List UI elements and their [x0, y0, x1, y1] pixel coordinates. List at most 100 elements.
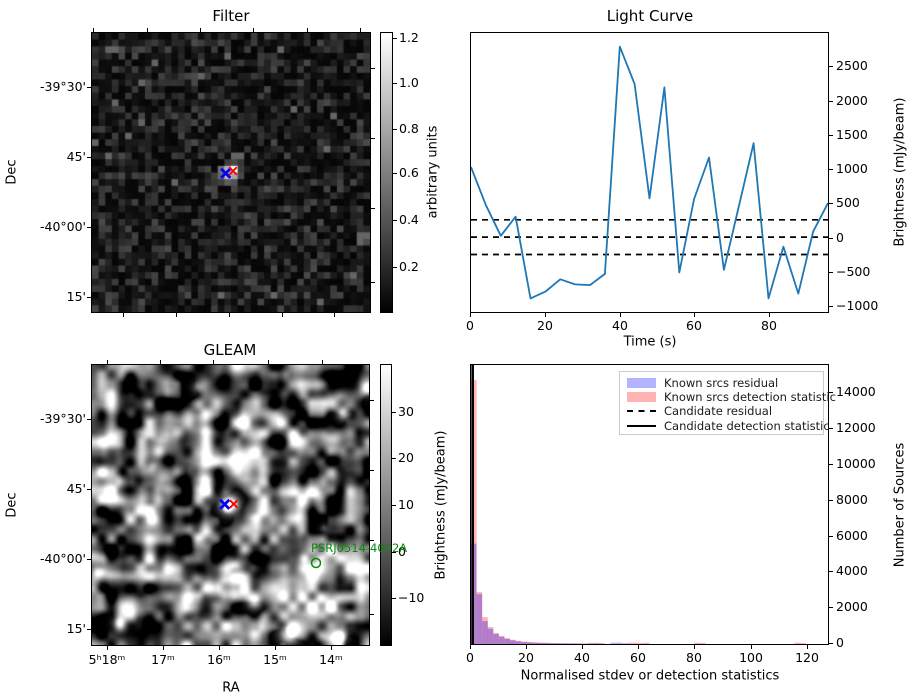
tick-label: 0 [398, 544, 406, 559]
histogram-bar [554, 643, 561, 644]
tick-mark [123, 313, 124, 317]
filter-colorbar [380, 32, 393, 313]
gleam-marker-overlay [219, 498, 239, 510]
tick-mark [393, 83, 397, 84]
tick-mark [87, 559, 91, 560]
histogram-bar [532, 642, 538, 644]
histogram-bar [588, 643, 594, 644]
tick-mark [334, 313, 335, 317]
lightcurve-plot [471, 45, 828, 300]
histogram-bar [549, 642, 555, 644]
legend-label: Candidate detection statistic [664, 418, 830, 433]
tick-mark [829, 643, 833, 644]
tick-mark [829, 203, 833, 204]
histogram-bar [504, 638, 511, 644]
histogram-bar [487, 628, 494, 644]
tick-mark [807, 645, 808, 649]
tick-mark [371, 138, 375, 139]
lightcurve-time-axis-label: Time (s) [623, 334, 677, 350]
histogram-bar [627, 642, 633, 644]
histogram-bar [800, 642, 806, 644]
histogram-bar [643, 642, 650, 644]
histogram-bar [482, 621, 488, 644]
tick-mark [229, 313, 230, 317]
tick-mark [393, 38, 397, 39]
tick-mark [393, 220, 397, 221]
histogram-bar [476, 592, 483, 644]
tick-label: 500 [836, 195, 860, 210]
tick-mark [392, 458, 396, 459]
tick-mark [307, 28, 308, 32]
histogram-bar [510, 639, 516, 644]
legend-label: Known srcs residual [664, 376, 779, 391]
tick-mark [829, 169, 833, 170]
tick-mark [829, 500, 833, 501]
lightcurve-title: Light Curve [606, 7, 694, 25]
tick-label: -39°30' [39, 79, 86, 94]
filter-image-panel [91, 32, 371, 313]
tick-mark [370, 614, 374, 615]
tick-label: −1000 [836, 298, 879, 313]
gleam-colorbar-gradient [381, 365, 391, 645]
tick-label: 6000 [836, 528, 868, 543]
tick-label: 0 [836, 635, 844, 650]
tick-mark [392, 505, 396, 506]
histogram-bar [537, 642, 544, 644]
tick-mark [160, 360, 161, 364]
tick-mark [829, 571, 833, 572]
tick-mark [370, 540, 374, 541]
blue-x-marker [220, 167, 232, 179]
legend-label: Candidate residual [664, 404, 773, 419]
histogram-bar [632, 642, 639, 644]
tick-label: 30 [398, 404, 414, 419]
histogram-bar [515, 641, 522, 644]
tick-label: 0 [466, 318, 474, 333]
histogram-bar [560, 643, 566, 644]
tick-mark [751, 645, 752, 649]
histogram-bar [577, 643, 583, 644]
tick-mark [582, 645, 583, 649]
lightcurve-line [471, 45, 828, 300]
gleam-image-panel: PSRJ0514-4002A [91, 364, 407, 646]
tick-mark [620, 313, 621, 317]
tick-mark [87, 87, 91, 88]
red-x-marker [228, 166, 238, 176]
tick-mark [268, 360, 269, 364]
tick-mark [392, 412, 396, 413]
histogram-x-axis-label: Normalised stdev or detection statistics [520, 668, 780, 684]
histogram-bar [582, 643, 589, 644]
tick-mark [107, 360, 108, 364]
tick-label: -40°00' [39, 551, 86, 566]
tick-mark [526, 645, 527, 649]
tick-label: 2500 [836, 58, 868, 73]
tick-label: 20 [537, 318, 553, 333]
tick-label: -40°00' [39, 219, 86, 234]
histogram-bar [571, 643, 577, 644]
gleam-dec-axis-label: Dec [4, 492, 20, 518]
histogram-bar [694, 642, 700, 644]
tick-label: −10 [398, 590, 425, 605]
tick-mark [322, 360, 323, 364]
tick-mark [829, 135, 833, 136]
tick-label: 40 [612, 318, 628, 333]
legend-item: Known srcs residual [627, 376, 816, 390]
histogram-bar [476, 594, 483, 644]
tick-mark [87, 157, 91, 158]
histogram-legend: Known srcs residual Known srcs detection … [619, 371, 836, 435]
histogram-bar [482, 617, 488, 644]
tick-mark [371, 282, 375, 283]
tick-mark [829, 464, 833, 465]
tick-mark [470, 645, 471, 649]
histogram-bar [521, 641, 527, 644]
histogram-bar [487, 627, 494, 644]
blue-x-marker [219, 498, 231, 510]
tick-label: 0.6 [399, 165, 419, 180]
histogram-bar [560, 643, 566, 644]
tick-label: 1.2 [399, 30, 419, 45]
tick-mark [392, 598, 396, 599]
histogram-bar [554, 643, 561, 644]
psr-annotation-circle [310, 557, 322, 569]
tick-label: 0.4 [399, 212, 419, 227]
histogram-bar [498, 635, 505, 644]
